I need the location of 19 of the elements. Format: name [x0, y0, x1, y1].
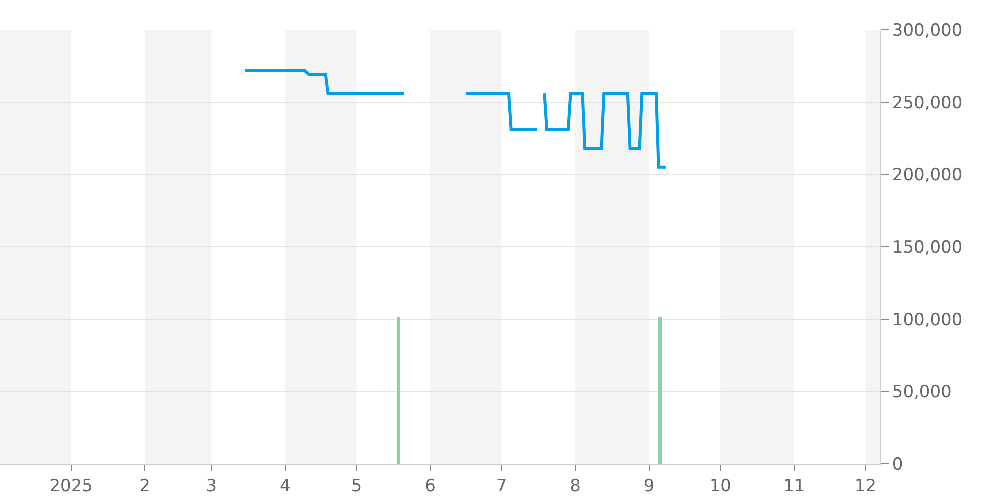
y-tick-label: 300,000 [892, 20, 963, 41]
y-tick-label: 200,000 [892, 166, 963, 186]
x-tick-label: 3 [206, 476, 218, 496]
x-tick-label: 2025 [50, 476, 93, 496]
x-tick-label: 8 [570, 476, 581, 496]
x-tick-label: 10 [710, 476, 732, 496]
x-tick-label: 9 [644, 476, 655, 496]
y-tick-label: 250,000 [892, 93, 963, 114]
x-tick-label: 6 [425, 476, 436, 496]
y-tick-label: 100,000 [892, 310, 963, 330]
y-tick-label: 0 [892, 454, 904, 475]
x-tick-label: 5 [351, 476, 362, 496]
x-tick-label: 2 [140, 476, 150, 496]
x-tick-label: 4 [280, 476, 291, 496]
y-tick-label: 50,000 [892, 382, 952, 403]
x-tick-label: 7 [496, 476, 508, 496]
x-tick-label: 12 [854, 476, 877, 496]
y-tick-label: 150,000 [892, 238, 963, 258]
x-tick-label: 11 [784, 476, 806, 496]
